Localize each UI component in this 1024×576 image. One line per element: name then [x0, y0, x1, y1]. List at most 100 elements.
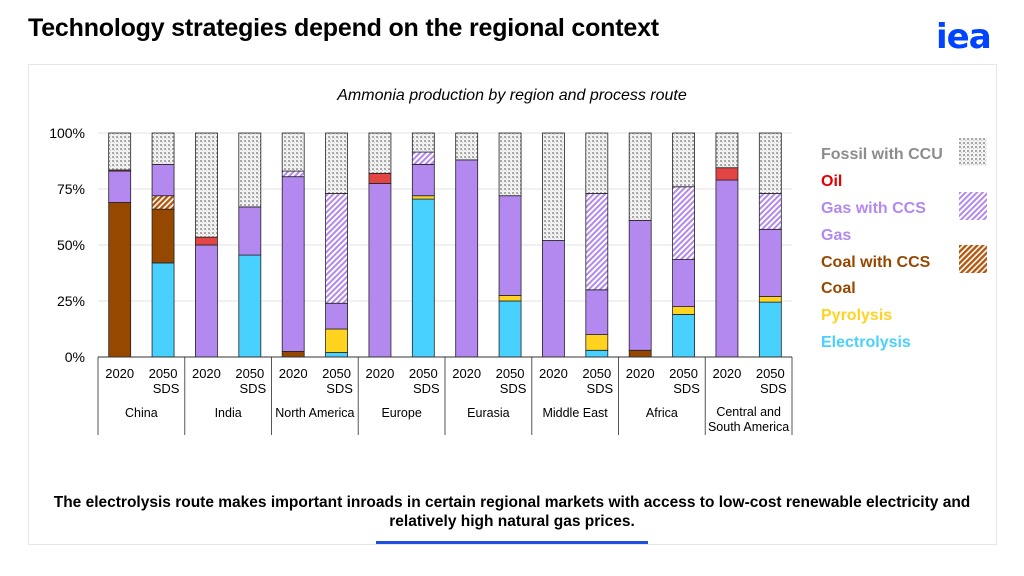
caption-underline	[376, 541, 648, 544]
x-tick-label: 2020	[626, 366, 655, 381]
region-label: North America	[275, 406, 354, 420]
bar-segment-gas	[455, 159, 479, 358]
legend-item-pyrolysis: Pyrolysis	[821, 303, 943, 330]
legend-label: Coal	[821, 280, 856, 298]
bar-segment-fossil-ccu	[108, 132, 132, 171]
legend-item-gas-ccs: Gas with CCS	[821, 196, 943, 223]
bar-segment-gas	[542, 240, 565, 358]
x-tick-label: 2020	[192, 366, 221, 381]
bar-segment-gas	[368, 182, 392, 358]
legend-label: Fossil with CCU	[821, 146, 943, 164]
bar-segment-fossil-ccu	[411, 132, 435, 153]
bar-segment-gas	[498, 195, 522, 296]
bar-segment-gas	[585, 289, 609, 335]
x-tick-label: 2020	[539, 366, 568, 381]
bar-segment-coal	[628, 349, 652, 358]
bar-segment-fossil-ccu	[672, 132, 695, 188]
x-tick-label: 2050	[149, 366, 178, 381]
bar-segment-fossil-ccu	[195, 132, 218, 238]
x-tick-sublabel: SDS	[153, 381, 180, 396]
bar-segment-fossil-ccu	[368, 132, 392, 174]
bar-segment-gas-ccs	[325, 193, 348, 304]
legend-label: Oil	[821, 173, 843, 191]
legend: Fossil with CCU Oil Gas with CCS Gas Coal wi…	[821, 138, 987, 357]
legend-swatch-coal-ccs	[959, 245, 987, 274]
bar-segment-fossil-ccu	[628, 132, 652, 221]
bar-segment-coal	[108, 202, 132, 358]
x-tick-label: 2020	[279, 366, 308, 381]
bar-segment-coal	[281, 350, 305, 358]
x-tick-label: 2020	[712, 366, 741, 381]
bar-segment-gas	[758, 228, 782, 297]
bar-segment-electrolysis	[411, 198, 435, 358]
x-tick-label: 2050	[756, 366, 785, 381]
region-label: Europe	[381, 406, 421, 420]
bar-segment-electrolysis	[758, 301, 782, 358]
legend-label: Coal with CCS	[821, 253, 931, 271]
bar-segment-gas	[108, 170, 132, 203]
bar-segment-pyrolysis	[498, 294, 522, 302]
bar-segment-gas	[151, 163, 175, 197]
bar-segment-fossil-ccu	[325, 132, 348, 194]
region-label: India	[215, 406, 242, 420]
legend-label: Pyrolysis	[821, 307, 893, 325]
region-label: China	[125, 406, 158, 420]
caption: The electrolysis route makes important i…	[53, 494, 971, 530]
bar-segment-fossil-ccu	[715, 132, 739, 169]
bar-segment-gas-ccs	[411, 151, 435, 165]
bar-segment-electrolysis	[325, 352, 348, 358]
bar-segment-electrolysis	[498, 300, 522, 358]
bar-segment-pyrolysis	[325, 328, 348, 353]
x-tick-label: 2050	[582, 366, 611, 381]
bar-segment-electrolysis	[585, 349, 609, 358]
bar-segment-coal-ccs	[151, 195, 175, 210]
bar-segment-gas	[238, 206, 262, 256]
page-title: Technology strategies depend on the regi…	[28, 14, 659, 42]
bars	[108, 132, 782, 358]
y-tick-label: 50%	[57, 237, 85, 253]
x-tick-label: 2050	[496, 366, 525, 381]
x-tick-label: 2050	[235, 366, 264, 381]
region-label: South America	[708, 420, 789, 434]
bar-segment-coal	[151, 208, 175, 264]
x-tick-label: 2050	[669, 366, 698, 381]
bar-segment-gas	[715, 179, 739, 358]
x-tick-sublabel: SDS	[673, 381, 700, 396]
bar-segment-fossil-ccu	[455, 132, 479, 161]
bar-segment-gas-ccs	[281, 170, 305, 178]
y-axis: 0% 25% 50% 75% 100%	[49, 125, 85, 365]
legend-label: Gas with CCS	[821, 199, 926, 217]
bar-segment-pyrolysis	[411, 195, 435, 200]
bar-segment-gas	[195, 244, 218, 358]
x-tick-sublabel: SDS	[413, 381, 440, 396]
bar-segment-fossil-ccu	[542, 132, 565, 241]
bar-segment-gas	[325, 302, 348, 330]
y-tick-label: 100%	[49, 125, 85, 141]
legend-item-oil: Oil	[821, 169, 943, 196]
x-tick-label: 2020	[105, 366, 134, 381]
legend-item-gas: Gas	[821, 222, 943, 249]
legend-label: Gas	[821, 226, 852, 244]
x-tick-sublabel: SDS	[760, 381, 787, 396]
bar-segment-fossil-ccu	[281, 132, 305, 172]
bar-segment-gas	[628, 219, 652, 351]
bar-segment-gas	[411, 163, 435, 197]
bar-segment-fossil-ccu	[498, 132, 522, 197]
region-label: Eurasia	[467, 406, 509, 420]
bar-segment-fossil-ccu	[238, 132, 262, 208]
bar-segment-fossil-ccu	[151, 132, 175, 165]
x-tick-label: 2050	[409, 366, 438, 381]
bar-segment-pyrolysis	[758, 296, 782, 303]
region-label: Central and	[716, 405, 781, 419]
legend-item-electrolysis: Electrolysis	[821, 330, 943, 357]
bar-segment-fossil-ccu	[585, 132, 609, 194]
chart-title: Ammonia production by region and process…	[337, 87, 687, 104]
bar-segment-gas	[281, 176, 305, 352]
bar-segment-fossil-ccu	[758, 132, 782, 194]
y-tick-label: 25%	[57, 293, 85, 309]
bar-segment-oil	[368, 172, 392, 184]
bar-segment-gas-ccs	[672, 186, 695, 260]
bar-segment-electrolysis	[672, 314, 695, 358]
